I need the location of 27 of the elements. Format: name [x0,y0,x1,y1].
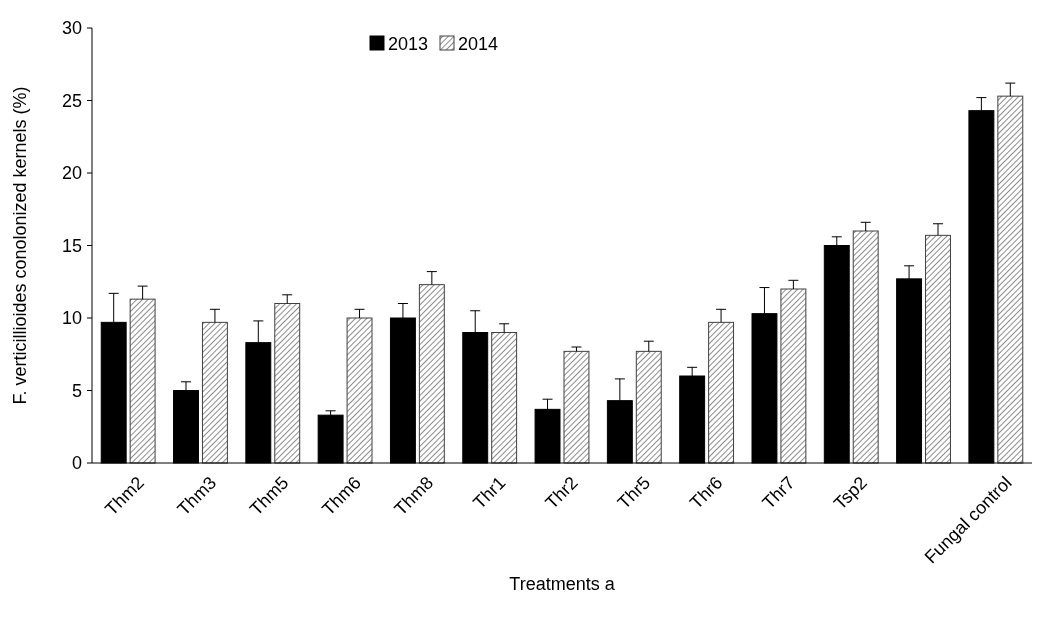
bar [925,234,951,464]
bar [997,95,1024,464]
bar [129,298,156,464]
x-tick-label: Thr1 [469,472,510,513]
bar [418,284,445,464]
legend-label: 2013 [388,34,429,55]
x-tick-label: Thr6 [686,472,727,513]
y-tick-label: 25 [61,90,82,111]
y-tick-label: 0 [71,453,82,474]
x-tick-label: Thr2 [541,472,582,513]
y-tick-label: 5 [71,380,82,401]
bar [274,303,301,464]
bar [563,350,590,464]
bar [708,321,735,464]
y-tick-label: 20 [61,163,82,184]
bar [635,350,662,464]
bar [201,321,228,464]
x-axis-title: Treatments a [509,574,616,594]
legend-label: 2014 [458,34,499,55]
y-tick-label: 15 [61,235,82,256]
bar [852,230,879,464]
y-tick-label: 30 [61,18,82,39]
bar [491,332,518,464]
bar [346,317,373,464]
y-axis-title: F. verticillioides conolonized kernels (%) [10,86,30,405]
y-tick-label: 10 [61,308,82,329]
bar [780,288,807,464]
